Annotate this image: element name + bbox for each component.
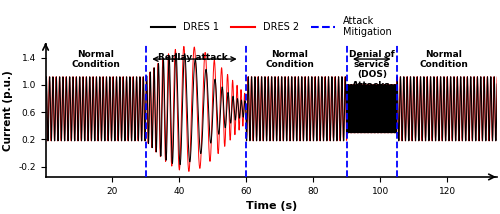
Text: Replay attack: Replay attack bbox=[158, 53, 228, 62]
Text: Normal
Condition: Normal Condition bbox=[266, 49, 314, 69]
Text: Normal
Condition: Normal Condition bbox=[72, 49, 120, 69]
Text: Denial of
service
(DOS)
Attacks: Denial of service (DOS) Attacks bbox=[349, 49, 395, 90]
X-axis label: Time (s): Time (s) bbox=[246, 201, 297, 211]
Legend: DRES 1, DRES 2, Attack
Mitigation: DRES 1, DRES 2, Attack Mitigation bbox=[148, 12, 396, 41]
Text: Normal
Condition: Normal Condition bbox=[420, 49, 468, 69]
Y-axis label: Current (p.u.): Current (p.u.) bbox=[3, 70, 13, 151]
